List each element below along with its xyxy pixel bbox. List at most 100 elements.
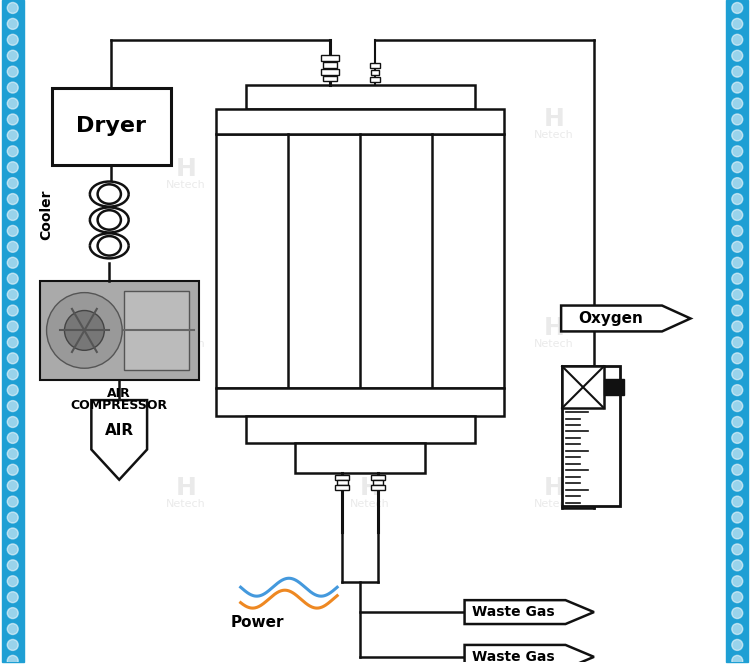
Polygon shape bbox=[464, 600, 594, 624]
Bar bbox=[371, 70, 379, 74]
Bar bbox=[52, 88, 171, 165]
Bar bbox=[562, 366, 620, 505]
Text: H: H bbox=[544, 475, 565, 499]
Circle shape bbox=[8, 289, 18, 300]
Circle shape bbox=[732, 528, 742, 539]
Circle shape bbox=[732, 384, 742, 396]
Circle shape bbox=[732, 19, 742, 29]
Text: H: H bbox=[359, 317, 380, 340]
Text: Oxygen: Oxygen bbox=[578, 311, 643, 326]
Bar bbox=[40, 281, 199, 380]
Bar bbox=[216, 388, 505, 416]
Text: Netech: Netech bbox=[350, 339, 390, 349]
Circle shape bbox=[732, 3, 742, 13]
Circle shape bbox=[8, 353, 18, 364]
Circle shape bbox=[732, 130, 742, 141]
Circle shape bbox=[8, 464, 18, 475]
Text: Cooler: Cooler bbox=[40, 190, 53, 240]
Text: Netech: Netech bbox=[350, 499, 390, 509]
Bar bbox=[245, 84, 475, 110]
Circle shape bbox=[732, 544, 742, 555]
Circle shape bbox=[732, 656, 742, 665]
Circle shape bbox=[8, 162, 18, 173]
Circle shape bbox=[732, 416, 742, 428]
Circle shape bbox=[8, 400, 18, 412]
Bar bbox=[370, 63, 380, 68]
Bar bbox=[562, 366, 604, 408]
Circle shape bbox=[8, 576, 18, 587]
Circle shape bbox=[8, 194, 18, 205]
Circle shape bbox=[732, 66, 742, 77]
Ellipse shape bbox=[98, 184, 121, 204]
Circle shape bbox=[8, 114, 18, 125]
Circle shape bbox=[8, 512, 18, 523]
Text: AIR: AIR bbox=[107, 386, 131, 400]
Text: Waste Gas: Waste Gas bbox=[472, 605, 555, 619]
Text: H: H bbox=[176, 157, 196, 181]
Circle shape bbox=[8, 257, 18, 268]
Polygon shape bbox=[92, 400, 147, 479]
Circle shape bbox=[732, 51, 742, 61]
Circle shape bbox=[8, 3, 18, 13]
Bar bbox=[124, 291, 189, 370]
Circle shape bbox=[732, 480, 742, 491]
Bar bbox=[245, 416, 475, 443]
Polygon shape bbox=[561, 305, 691, 331]
Circle shape bbox=[732, 98, 742, 109]
Text: Netech: Netech bbox=[534, 130, 574, 140]
Circle shape bbox=[732, 289, 742, 300]
Circle shape bbox=[732, 225, 742, 236]
Circle shape bbox=[732, 353, 742, 364]
Circle shape bbox=[732, 560, 742, 571]
Circle shape bbox=[8, 35, 18, 45]
Circle shape bbox=[8, 560, 18, 571]
Text: Power: Power bbox=[231, 614, 284, 630]
Circle shape bbox=[732, 273, 742, 284]
Circle shape bbox=[8, 51, 18, 61]
Circle shape bbox=[8, 178, 18, 189]
Circle shape bbox=[8, 640, 18, 650]
Text: AIR: AIR bbox=[105, 423, 134, 438]
Circle shape bbox=[732, 576, 742, 587]
Circle shape bbox=[8, 337, 18, 348]
Circle shape bbox=[732, 321, 742, 332]
Circle shape bbox=[732, 35, 742, 45]
Bar bbox=[323, 76, 338, 80]
Bar bbox=[2, 0, 24, 662]
Text: COMPRESSOR: COMPRESSOR bbox=[70, 398, 168, 412]
Circle shape bbox=[8, 19, 18, 29]
Circle shape bbox=[8, 384, 18, 396]
Text: Netech: Netech bbox=[166, 180, 206, 190]
Bar bbox=[371, 475, 385, 479]
Bar bbox=[216, 134, 505, 388]
Circle shape bbox=[8, 448, 18, 460]
Bar bbox=[321, 55, 339, 61]
Circle shape bbox=[64, 311, 104, 350]
Circle shape bbox=[8, 369, 18, 380]
Circle shape bbox=[8, 480, 18, 491]
Text: Dryer: Dryer bbox=[76, 116, 146, 136]
Text: H: H bbox=[544, 317, 565, 340]
Text: H: H bbox=[544, 108, 565, 132]
Circle shape bbox=[8, 416, 18, 428]
Circle shape bbox=[8, 225, 18, 236]
Text: Netech: Netech bbox=[534, 339, 574, 349]
Bar bbox=[216, 110, 505, 134]
Circle shape bbox=[732, 464, 742, 475]
Circle shape bbox=[8, 146, 18, 157]
Circle shape bbox=[732, 194, 742, 205]
Bar bbox=[337, 479, 348, 485]
Bar bbox=[296, 443, 424, 473]
Circle shape bbox=[8, 432, 18, 444]
Bar bbox=[370, 76, 380, 82]
Circle shape bbox=[732, 448, 742, 460]
Circle shape bbox=[732, 640, 742, 650]
Polygon shape bbox=[464, 645, 594, 665]
Circle shape bbox=[732, 432, 742, 444]
Circle shape bbox=[732, 496, 742, 507]
Circle shape bbox=[8, 305, 18, 316]
Circle shape bbox=[732, 608, 742, 618]
Circle shape bbox=[732, 592, 742, 602]
Circle shape bbox=[732, 257, 742, 268]
Circle shape bbox=[732, 512, 742, 523]
